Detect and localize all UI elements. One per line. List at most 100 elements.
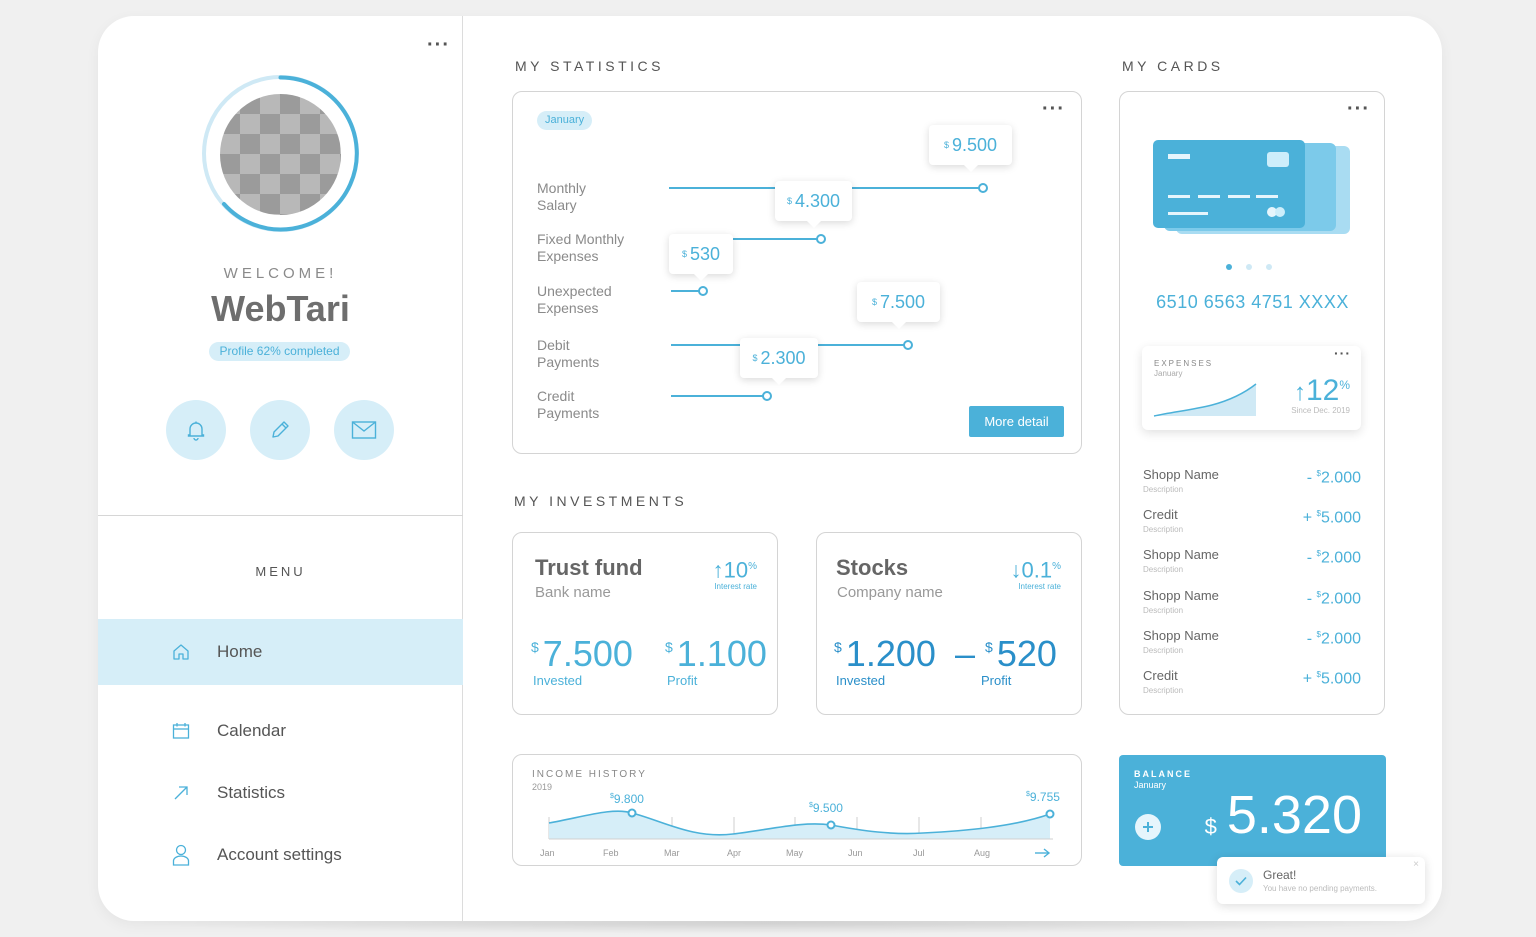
sidebar-divider xyxy=(98,515,463,516)
mail-icon xyxy=(351,421,377,439)
next-arrow-icon xyxy=(1035,848,1051,858)
invested-label: Invested xyxy=(533,673,583,688)
month-label: Jan xyxy=(540,848,555,858)
profit-amount: – $520 xyxy=(955,633,1057,674)
stat-bar-unexpected-expenses xyxy=(671,290,703,292)
income-label-may: $9.500 xyxy=(809,801,843,815)
transaction-row[interactable]: Credit Description + $5.000 xyxy=(1143,668,1361,695)
balance-month: January xyxy=(1134,780,1167,790)
cards-more-icon[interactable]: ··· xyxy=(1347,98,1370,120)
transaction-row[interactable]: Shopp Name Description - $2.000 xyxy=(1143,547,1361,574)
transaction-row[interactable]: Shopp Name Description - $2.000 xyxy=(1143,467,1361,494)
interest-rate: ↑10% Interest rate xyxy=(712,557,757,592)
transaction-row[interactable]: Shopp Name Description - $2.000 xyxy=(1143,628,1361,655)
stat-tooltip-fixed-expenses: $4.300 xyxy=(775,181,852,228)
balance-value: $5.320 xyxy=(1204,785,1362,845)
menu-item-calendar[interactable]: Calendar xyxy=(98,698,463,764)
stat-bar-fixed-expenses xyxy=(733,238,821,240)
month-chip[interactable]: January xyxy=(537,111,593,130)
stat-bar-credit-payments xyxy=(671,395,767,397)
expenses-widget[interactable]: EXPENSES January ··· ↑12% Since Dec. 201… xyxy=(1142,346,1361,430)
stat-point-fixed-expenses[interactable] xyxy=(816,234,826,244)
stat-tooltip-monthly-salary: $9.500 xyxy=(929,125,1012,172)
stat-tooltip-debit-payments: $7.500 xyxy=(857,282,940,329)
arrow-up-icon: ↑ xyxy=(712,557,724,583)
month-label: Feb xyxy=(603,848,619,858)
statistics-card: ··· January Monthly Salary Fixed Monthly E… xyxy=(512,91,1082,454)
add-balance-button[interactable] xyxy=(1135,814,1161,840)
welcome-text: WELCOME! xyxy=(223,265,338,282)
more-detail-button[interactable]: More detail xyxy=(969,406,1064,437)
stat-tooltip-unexpected-expenses: $530 xyxy=(669,234,733,281)
income-history-title: INCOME HISTORY xyxy=(532,769,647,780)
dashboard-window: ··· WELCOME! WebTari Profile 62% complet… xyxy=(98,16,1442,921)
expenses-more-icon[interactable]: ··· xyxy=(1334,345,1351,361)
cards-panel: ··· 6510 6563 4751 XXXX EXPENSES January… xyxy=(1119,91,1385,715)
menu-item-home[interactable]: Home xyxy=(98,619,463,685)
stat-label-debit-payments: Debit Payments xyxy=(537,337,600,370)
interest-rate: ↓0.1% Interest rate xyxy=(1010,557,1062,592)
transaction-row[interactable]: Credit Description + $5.000 xyxy=(1143,507,1361,534)
carousel-dot[interactable] xyxy=(1246,264,1252,270)
statistics-more-icon[interactable]: ··· xyxy=(1042,98,1065,120)
profit-label: Profit xyxy=(981,673,1012,688)
pencil-icon xyxy=(272,421,289,438)
stat-point-debit-payments[interactable] xyxy=(903,340,913,350)
expenses-sparkline xyxy=(1153,383,1257,417)
sidebar-more-icon[interactable]: ··· xyxy=(427,34,450,56)
stat-label-fixed-expenses: Fixed Monthly Expenses xyxy=(537,231,625,264)
toast-message: You have no pending payments. xyxy=(1263,884,1378,893)
statistics-section-title: MY STATISTICS xyxy=(515,58,664,74)
stat-label-unexpected-expenses: Unexpected Expenses xyxy=(537,283,612,316)
investment-title: Trust fund xyxy=(535,555,643,580)
menu-item-statistics[interactable]: Statistics xyxy=(98,760,463,826)
stat-tooltip-credit-payments: $2.300 xyxy=(740,338,818,385)
stat-bar-debit-payments-a xyxy=(671,344,741,346)
menu-item-label: Calendar xyxy=(217,721,286,740)
month-label: Aug xyxy=(974,848,991,858)
expenses-month: January xyxy=(1154,369,1183,378)
edit-profile-button[interactable] xyxy=(250,400,310,460)
profit-label: Profit xyxy=(667,673,698,688)
stat-point-monthly-salary[interactable] xyxy=(978,183,988,193)
close-icon[interactable]: × xyxy=(1413,859,1419,870)
avatar[interactable] xyxy=(220,94,341,215)
balance-title: BALANCE xyxy=(1134,769,1192,779)
username: WebTari xyxy=(211,288,350,329)
messages-button[interactable] xyxy=(334,400,394,460)
stat-label-credit-payments: Credit Payments xyxy=(537,388,600,421)
plus-icon xyxy=(1143,822,1153,832)
carousel-dot[interactable] xyxy=(1266,264,1272,270)
calendar-icon xyxy=(171,721,191,741)
menu-title: MENU xyxy=(255,564,306,579)
carousel-dot-active[interactable] xyxy=(1226,264,1232,270)
stat-bar-debit-payments-b xyxy=(818,344,908,346)
income-history-card: INCOME HISTORY 2019 $9 xyxy=(512,754,1082,866)
investment-title: Stocks xyxy=(836,555,909,580)
stat-point-credit-payments[interactable] xyxy=(762,391,772,401)
menu-item-label: Account settings xyxy=(217,845,342,864)
invested-amount: $1.200 xyxy=(834,633,936,674)
expenses-title: EXPENSES xyxy=(1154,359,1214,368)
profile-completion-badge: Profile 62% completed xyxy=(209,342,350,361)
check-icon xyxy=(1229,869,1253,893)
profit-amount: $1.100 xyxy=(665,633,767,674)
month-label: Mar xyxy=(664,848,680,858)
menu-item-label: Home xyxy=(217,642,263,661)
transaction-row[interactable]: Shopp Name Description - $2.000 xyxy=(1143,588,1361,615)
notifications-button[interactable] xyxy=(166,400,226,460)
notification-toast: Great! You have no pending payments. × xyxy=(1217,857,1425,904)
credit-card-image[interactable] xyxy=(1150,140,1360,240)
month-label: May xyxy=(786,848,804,858)
investment-subtitle: Company name xyxy=(837,584,943,601)
income-label-feb: $9.800 xyxy=(610,792,644,806)
sidebar: ··· WELCOME! WebTari Profile 62% complet… xyxy=(98,16,463,921)
stat-point-unexpected-expenses[interactable] xyxy=(698,286,708,296)
investment-card-stocks[interactable]: Stocks Company name ↓0.1% Interest rate … xyxy=(816,532,1082,715)
home-icon xyxy=(171,642,191,662)
income-point-aug xyxy=(1045,809,1055,819)
menu-item-account-settings[interactable]: Account settings xyxy=(98,822,463,888)
arrow-up-right-icon xyxy=(171,783,191,803)
investments-section-title: MY INVESTMENTS xyxy=(514,493,688,509)
investment-card-trust-fund[interactable]: Trust fund Bank name ↑10% Interest rate … xyxy=(512,532,778,715)
